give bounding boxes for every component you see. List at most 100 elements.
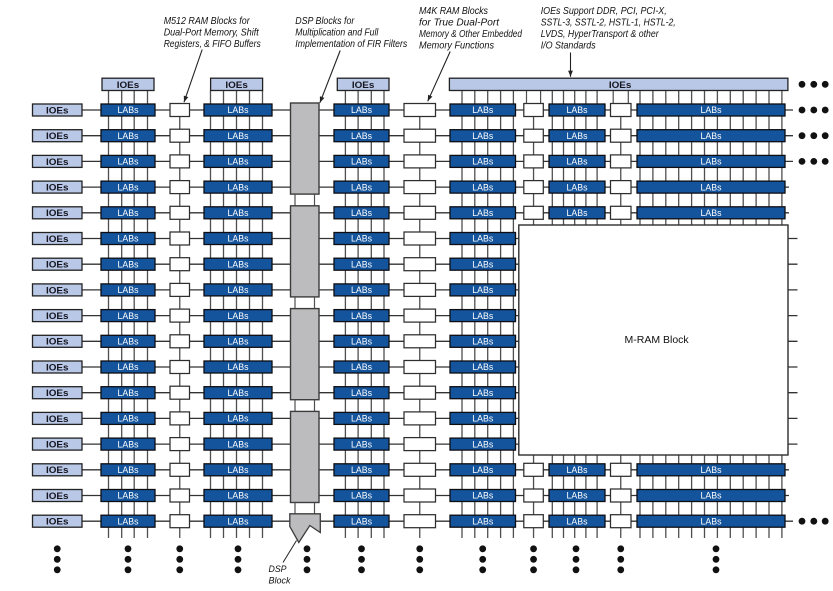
svg-text:IOEs: IOEs <box>46 233 69 244</box>
svg-text:LABs: LABs <box>228 414 249 424</box>
svg-text:Multiplication and Full: Multiplication and Full <box>295 26 379 38</box>
svg-text:IOEs: IOEs <box>609 79 632 90</box>
svg-text:IOEs: IOEs <box>46 130 69 141</box>
svg-text:LABs: LABs <box>351 157 372 167</box>
svg-text:Memory Functions: Memory Functions <box>419 39 495 51</box>
svg-text:LABs: LABs <box>472 157 493 167</box>
svg-text:IOEs: IOEs <box>46 259 69 270</box>
svg-text:IOEs: IOEs <box>352 79 375 90</box>
svg-text:IOEs: IOEs <box>46 361 69 372</box>
svg-text:IOEs Support DDR, PCI, PCI-X,: IOEs Support DDR, PCI, PCI-X, <box>541 5 667 17</box>
svg-text:LABs: LABs <box>228 337 249 347</box>
svg-text:LABs: LABs <box>228 465 249 475</box>
svg-text:SSTL-3, SSTL-2, HSTL-1, HSTL-2: SSTL-3, SSTL-2, HSTL-1, HSTL-2, <box>541 16 676 28</box>
svg-text:LABs: LABs <box>118 414 139 424</box>
svg-text:Dual-Port Memory, Shift: Dual-Port Memory, Shift <box>164 26 260 38</box>
svg-text:LABs: LABs <box>351 516 372 526</box>
svg-text:LABs: LABs <box>701 491 722 501</box>
svg-text:LVDS, HyperTransport & other: LVDS, HyperTransport & other <box>541 28 659 40</box>
svg-text:LABs: LABs <box>228 182 249 192</box>
svg-text:LABs: LABs <box>351 414 372 424</box>
svg-text:LABs: LABs <box>472 414 493 424</box>
svg-text:I/O Standards: I/O Standards <box>541 39 597 51</box>
svg-text:LABs: LABs <box>701 157 722 167</box>
svg-text:IOEs: IOEs <box>46 387 69 398</box>
svg-text:IOEs: IOEs <box>46 336 69 347</box>
svg-text:LABs: LABs <box>118 465 139 475</box>
svg-text:LABs: LABs <box>228 157 249 167</box>
svg-text:IOEs: IOEs <box>46 464 69 475</box>
svg-text:IOEs: IOEs <box>46 156 69 167</box>
svg-text:LABs: LABs <box>351 234 372 244</box>
svg-text:IOEs: IOEs <box>46 207 69 218</box>
svg-text:LABs: LABs <box>472 388 493 398</box>
svg-text:LABs: LABs <box>472 234 493 244</box>
svg-text:LABs: LABs <box>351 208 372 218</box>
svg-text:M4K RAM Blocks: M4K RAM Blocks <box>419 5 489 17</box>
svg-text:LABs: LABs <box>228 516 249 526</box>
svg-text:LABs: LABs <box>567 182 588 192</box>
svg-text:LABs: LABs <box>351 285 372 295</box>
svg-text:IOEs: IOEs <box>225 79 248 90</box>
svg-text:IOEs: IOEs <box>46 490 69 501</box>
svg-text:LABs: LABs <box>228 388 249 398</box>
svg-text:LABs: LABs <box>118 131 139 141</box>
svg-text:LABs: LABs <box>701 182 722 192</box>
svg-text:LABs: LABs <box>118 516 139 526</box>
svg-text:IOEs: IOEs <box>46 310 69 321</box>
svg-text:LABs: LABs <box>567 131 588 141</box>
svg-text:for True Dual-Port: for True Dual-Port <box>419 16 500 28</box>
svg-text:LABs: LABs <box>118 182 139 192</box>
svg-text:LABs: LABs <box>701 465 722 475</box>
svg-text:LABs: LABs <box>351 131 372 141</box>
svg-text:LABs: LABs <box>118 337 139 347</box>
svg-text:IOEs: IOEs <box>46 439 69 450</box>
svg-text:LABs: LABs <box>228 311 249 321</box>
svg-text:LABs: LABs <box>472 311 493 321</box>
svg-text:LABs: LABs <box>701 105 722 115</box>
svg-text:LABs: LABs <box>472 182 493 192</box>
svg-text:LABs: LABs <box>228 285 249 295</box>
svg-text:LABs: LABs <box>118 234 139 244</box>
svg-text:LABs: LABs <box>351 491 372 501</box>
svg-text:LABs: LABs <box>351 182 372 192</box>
svg-text:LABs: LABs <box>228 131 249 141</box>
svg-text:LABs: LABs <box>228 105 249 115</box>
svg-text:LABs: LABs <box>472 208 493 218</box>
svg-text:LABs: LABs <box>701 131 722 141</box>
svg-text:LABs: LABs <box>228 259 249 269</box>
svg-text:LABs: LABs <box>351 311 372 321</box>
svg-text:IOEs: IOEs <box>117 79 140 90</box>
svg-text:LABs: LABs <box>472 491 493 501</box>
svg-text:LABs: LABs <box>351 388 372 398</box>
svg-text:LABs: LABs <box>472 259 493 269</box>
svg-text:IOEs: IOEs <box>46 104 69 115</box>
svg-text:LABs: LABs <box>118 311 139 321</box>
svg-text:LABs: LABs <box>567 491 588 501</box>
svg-text:IOEs: IOEs <box>46 516 69 527</box>
svg-text:LABs: LABs <box>118 491 139 501</box>
svg-text:LABs: LABs <box>567 208 588 218</box>
svg-text:Implementation of FIR Filters: Implementation of FIR Filters <box>295 38 408 50</box>
svg-text:LABs: LABs <box>567 465 588 475</box>
svg-text:LABs: LABs <box>228 208 249 218</box>
svg-text:LABs: LABs <box>118 439 139 449</box>
svg-text:LABs: LABs <box>567 516 588 526</box>
svg-text:LABs: LABs <box>701 516 722 526</box>
svg-text:IOEs: IOEs <box>46 182 69 193</box>
svg-text:LABs: LABs <box>351 465 372 475</box>
svg-text:LABs: LABs <box>472 362 493 372</box>
svg-text:LABs: LABs <box>118 388 139 398</box>
svg-text:DSP: DSP <box>269 564 288 574</box>
svg-text:Block: Block <box>269 576 292 586</box>
svg-text:LABs: LABs <box>567 105 588 115</box>
svg-text:LABs: LABs <box>472 337 493 347</box>
svg-text:LABs: LABs <box>472 439 493 449</box>
svg-text:M-RAM Block: M-RAM Block <box>625 334 690 346</box>
svg-text:LABs: LABs <box>351 337 372 347</box>
svg-text:LABs: LABs <box>118 285 139 295</box>
svg-text:LABs: LABs <box>351 259 372 269</box>
svg-text:LABs: LABs <box>228 234 249 244</box>
svg-text:LABs: LABs <box>351 439 372 449</box>
svg-text:LABs: LABs <box>701 208 722 218</box>
